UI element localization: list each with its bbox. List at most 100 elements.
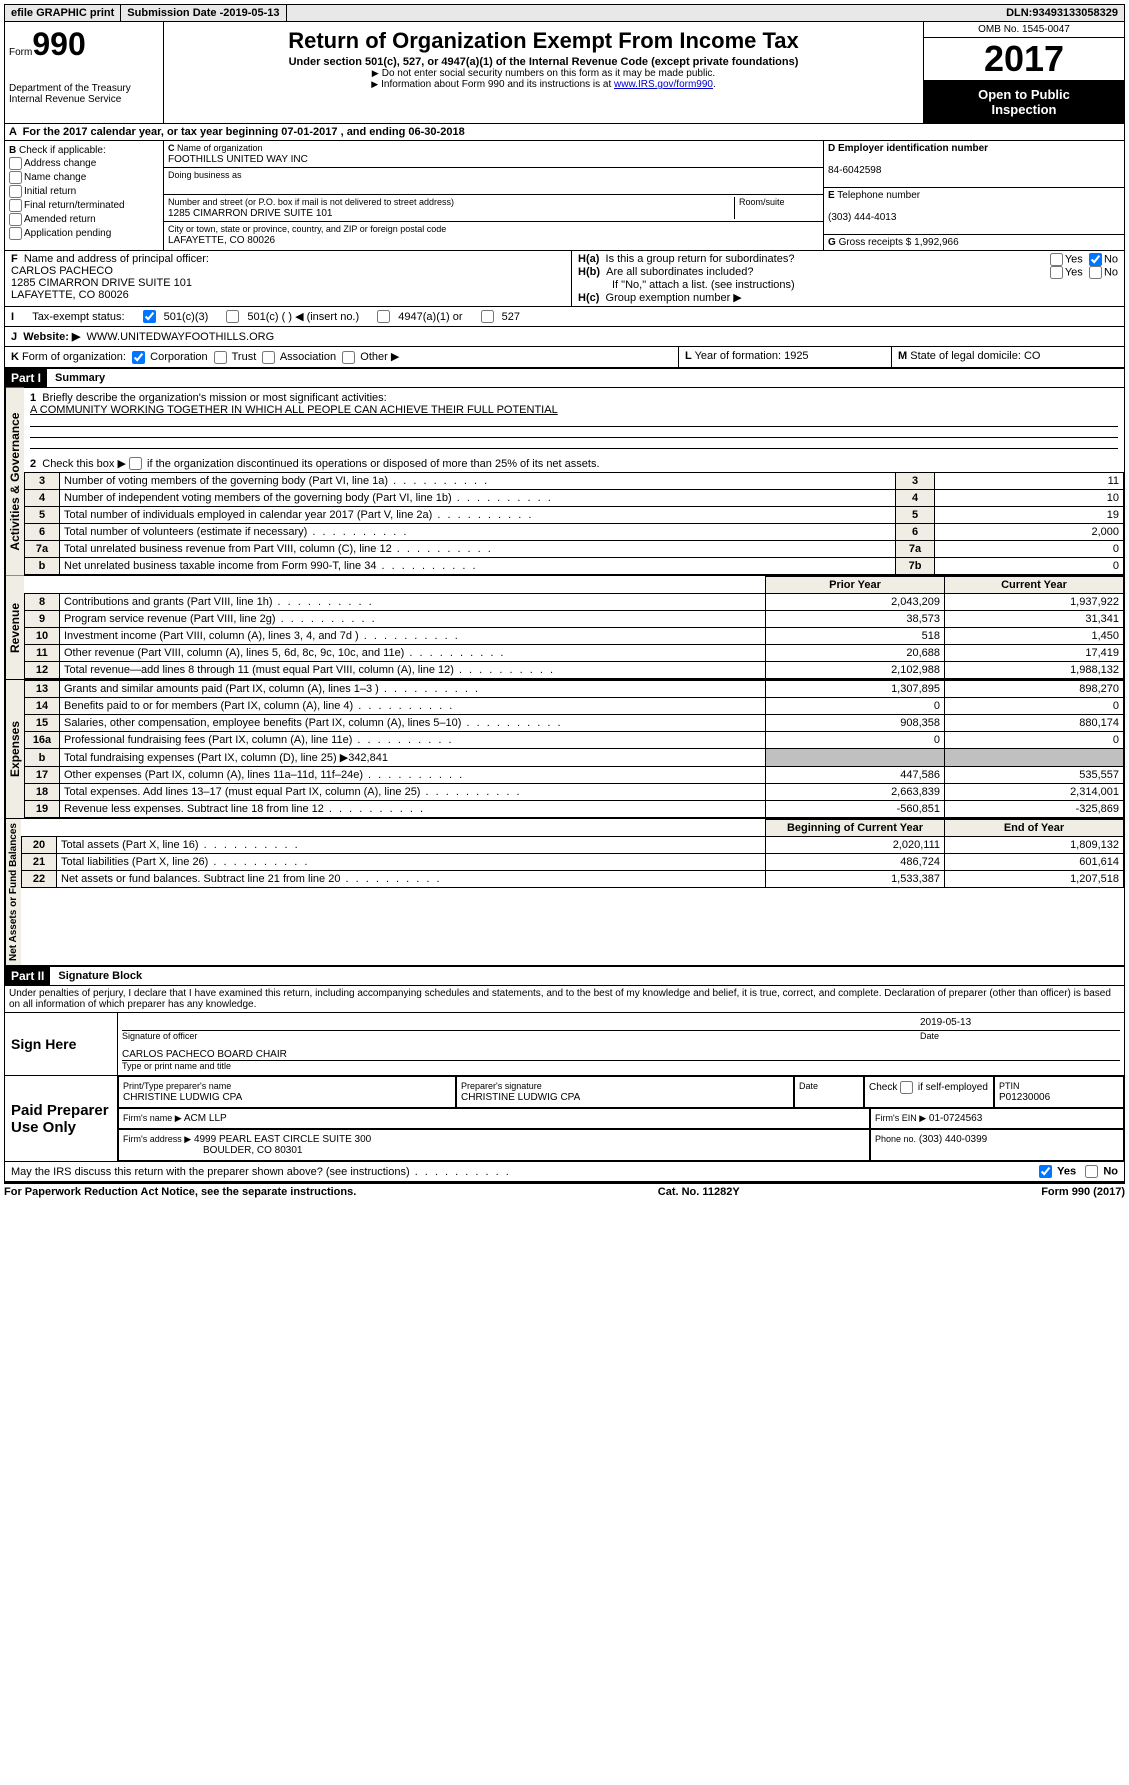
end-year: 1,809,132 bbox=[945, 837, 1124, 854]
ha-no-check[interactable] bbox=[1089, 253, 1102, 266]
form-word: Form bbox=[9, 47, 32, 58]
opt-4947: 4947(a)(1) or bbox=[398, 311, 462, 323]
opt-initial-return: Initial return bbox=[24, 186, 76, 197]
check-501c3[interactable] bbox=[143, 310, 156, 323]
check-association[interactable] bbox=[262, 351, 275, 364]
header-left: Form990 Department of the Treasury Inter… bbox=[5, 22, 164, 123]
line-num: 22 bbox=[22, 871, 57, 888]
hb-yes-check[interactable] bbox=[1050, 266, 1063, 279]
room-label: Room/suite bbox=[739, 197, 785, 207]
check-amended-return[interactable]: Amended return bbox=[9, 213, 159, 226]
officer-addr2: LAFAYETTE, CO 80026 bbox=[11, 289, 129, 301]
check-other[interactable] bbox=[342, 351, 355, 364]
line-num: 3 bbox=[25, 473, 60, 490]
check-application-pending[interactable]: Application pending bbox=[9, 227, 159, 240]
check-name-change[interactable]: Name change bbox=[9, 171, 159, 184]
line-desc: Total unrelated business revenue from Pa… bbox=[60, 541, 896, 558]
check-527[interactable] bbox=[481, 310, 494, 323]
line-num: 8 bbox=[25, 594, 60, 611]
current-year: 0 bbox=[945, 698, 1124, 715]
hb-note: If "No," attach a list. (see instruction… bbox=[578, 279, 1118, 291]
check-4947[interactable] bbox=[377, 310, 390, 323]
line-num: 11 bbox=[25, 645, 60, 662]
check-discontinued[interactable] bbox=[129, 457, 142, 470]
line-box: 7b bbox=[896, 558, 935, 575]
hb-no-check[interactable] bbox=[1089, 266, 1102, 279]
hb-yes: Yes bbox=[1065, 266, 1083, 278]
prior-year: 0 bbox=[766, 732, 945, 749]
opt-amended-return: Amended return bbox=[24, 214, 96, 225]
org-name: FOOTHILLS UNITED WAY INC bbox=[168, 154, 308, 165]
check-final-return[interactable]: Final return/terminated bbox=[9, 199, 159, 212]
form-org-label: Form of organization: bbox=[22, 351, 126, 363]
arrow-icon bbox=[372, 68, 382, 79]
irs-link[interactable]: www.IRS.gov/form990 bbox=[614, 79, 713, 90]
line-num: 6 bbox=[25, 524, 60, 541]
dln-label: DLN: bbox=[1006, 7, 1032, 19]
box-f: F Name and address of principal officer:… bbox=[5, 251, 572, 306]
submission-date-value: 2019-05-13 bbox=[223, 7, 279, 19]
prior-year: 38,573 bbox=[766, 611, 945, 628]
website-label: Website: ▶ bbox=[23, 331, 80, 343]
check-self-employed[interactable] bbox=[900, 1081, 913, 1094]
footer-left: For Paperwork Reduction Act Notice, see … bbox=[4, 1186, 356, 1198]
submission-date-label: Submission Date - bbox=[127, 7, 223, 19]
prior-year: 2,043,209 bbox=[766, 594, 945, 611]
line-desc: Other expenses (Part IX, column (A), lin… bbox=[60, 767, 766, 784]
street-label: Number and street (or P.O. box if mail i… bbox=[168, 197, 454, 207]
expenses-table: 13 Grants and similar amounts paid (Part… bbox=[24, 680, 1124, 818]
prior-year: 1,307,895 bbox=[766, 681, 945, 698]
box-h: H(a) Is this a group return for subordin… bbox=[572, 251, 1124, 306]
line-desc: Contributions and grants (Part VIII, lin… bbox=[60, 594, 766, 611]
line-num: 5 bbox=[25, 507, 60, 524]
check-corporation[interactable] bbox=[132, 351, 145, 364]
line-num: 12 bbox=[25, 662, 60, 679]
line-desc: Investment income (Part VIII, column (A)… bbox=[60, 628, 766, 645]
line-num: 4 bbox=[25, 490, 60, 507]
irs-label: Internal Revenue Service bbox=[9, 94, 159, 105]
ha-no: No bbox=[1104, 253, 1118, 265]
year-formation-value: 1925 bbox=[784, 350, 808, 362]
firm-ein-label: Firm's EIN ▶ bbox=[875, 1113, 926, 1123]
discuss-yes-check[interactable] bbox=[1039, 1165, 1052, 1178]
part2-label: Part II bbox=[5, 967, 50, 985]
current-year bbox=[945, 749, 1124, 767]
form-subtitle: Under section 501(c), 527, or 4947(a)(1)… bbox=[168, 56, 919, 68]
prior-year: 20,688 bbox=[766, 645, 945, 662]
line-desc: Net unrelated business taxable income fr… bbox=[60, 558, 896, 575]
line-num: 20 bbox=[22, 837, 57, 854]
vtab-expenses: Expenses bbox=[5, 680, 24, 818]
opt-other: Other ▶ bbox=[360, 351, 399, 363]
vtab-activities: Activities & Governance bbox=[5, 388, 24, 576]
line-value: 10 bbox=[935, 490, 1124, 507]
sign-here-label: Sign Here bbox=[5, 1013, 118, 1075]
discuss-no-check[interactable] bbox=[1085, 1165, 1098, 1178]
street-value: 1285 CIMARRON DRIVE SUITE 101 bbox=[168, 208, 333, 219]
part1-label: Part I bbox=[5, 369, 47, 387]
line-desc: Total number of individuals employed in … bbox=[60, 507, 896, 524]
firm-name-label: Firm's name ▶ bbox=[123, 1113, 182, 1123]
ptin-label: PTIN bbox=[999, 1081, 1020, 1091]
officer-name-title: CARLOS PACHECO BOARD CHAIR bbox=[122, 1049, 1120, 1061]
state-domicile-value: CO bbox=[1024, 350, 1041, 362]
check-address-change[interactable]: Address change bbox=[9, 157, 159, 170]
check-501c[interactable] bbox=[226, 310, 239, 323]
ha-yes-check[interactable] bbox=[1050, 253, 1063, 266]
firm-addr-label: Firm's address ▶ bbox=[123, 1134, 191, 1144]
tax-exempt-label: Tax-exempt status: bbox=[32, 311, 124, 323]
netassets-table: Beginning of Current YearEnd of Year20 T… bbox=[21, 819, 1124, 888]
prior-year: -560,851 bbox=[766, 801, 945, 818]
firm-addr1: 4999 PEARL EAST CIRCLE SUITE 300 bbox=[194, 1134, 371, 1145]
part1-title: Summary bbox=[47, 372, 105, 384]
line-value: 19 bbox=[935, 507, 1124, 524]
check-initial-return[interactable]: Initial return bbox=[9, 185, 159, 198]
check-trust[interactable] bbox=[214, 351, 227, 364]
begin-year: 1,533,387 bbox=[766, 871, 945, 888]
efile-print-label: efile GRAPHIC print bbox=[5, 5, 121, 21]
gross-receipts-label: Gross receipts $ bbox=[839, 237, 912, 248]
line-box: 5 bbox=[896, 507, 935, 524]
line-desc: Number of voting members of the governin… bbox=[60, 473, 896, 490]
line-value: 0 bbox=[935, 558, 1124, 575]
current-year: 880,174 bbox=[945, 715, 1124, 732]
line-desc: Total revenue—add lines 8 through 11 (mu… bbox=[60, 662, 766, 679]
